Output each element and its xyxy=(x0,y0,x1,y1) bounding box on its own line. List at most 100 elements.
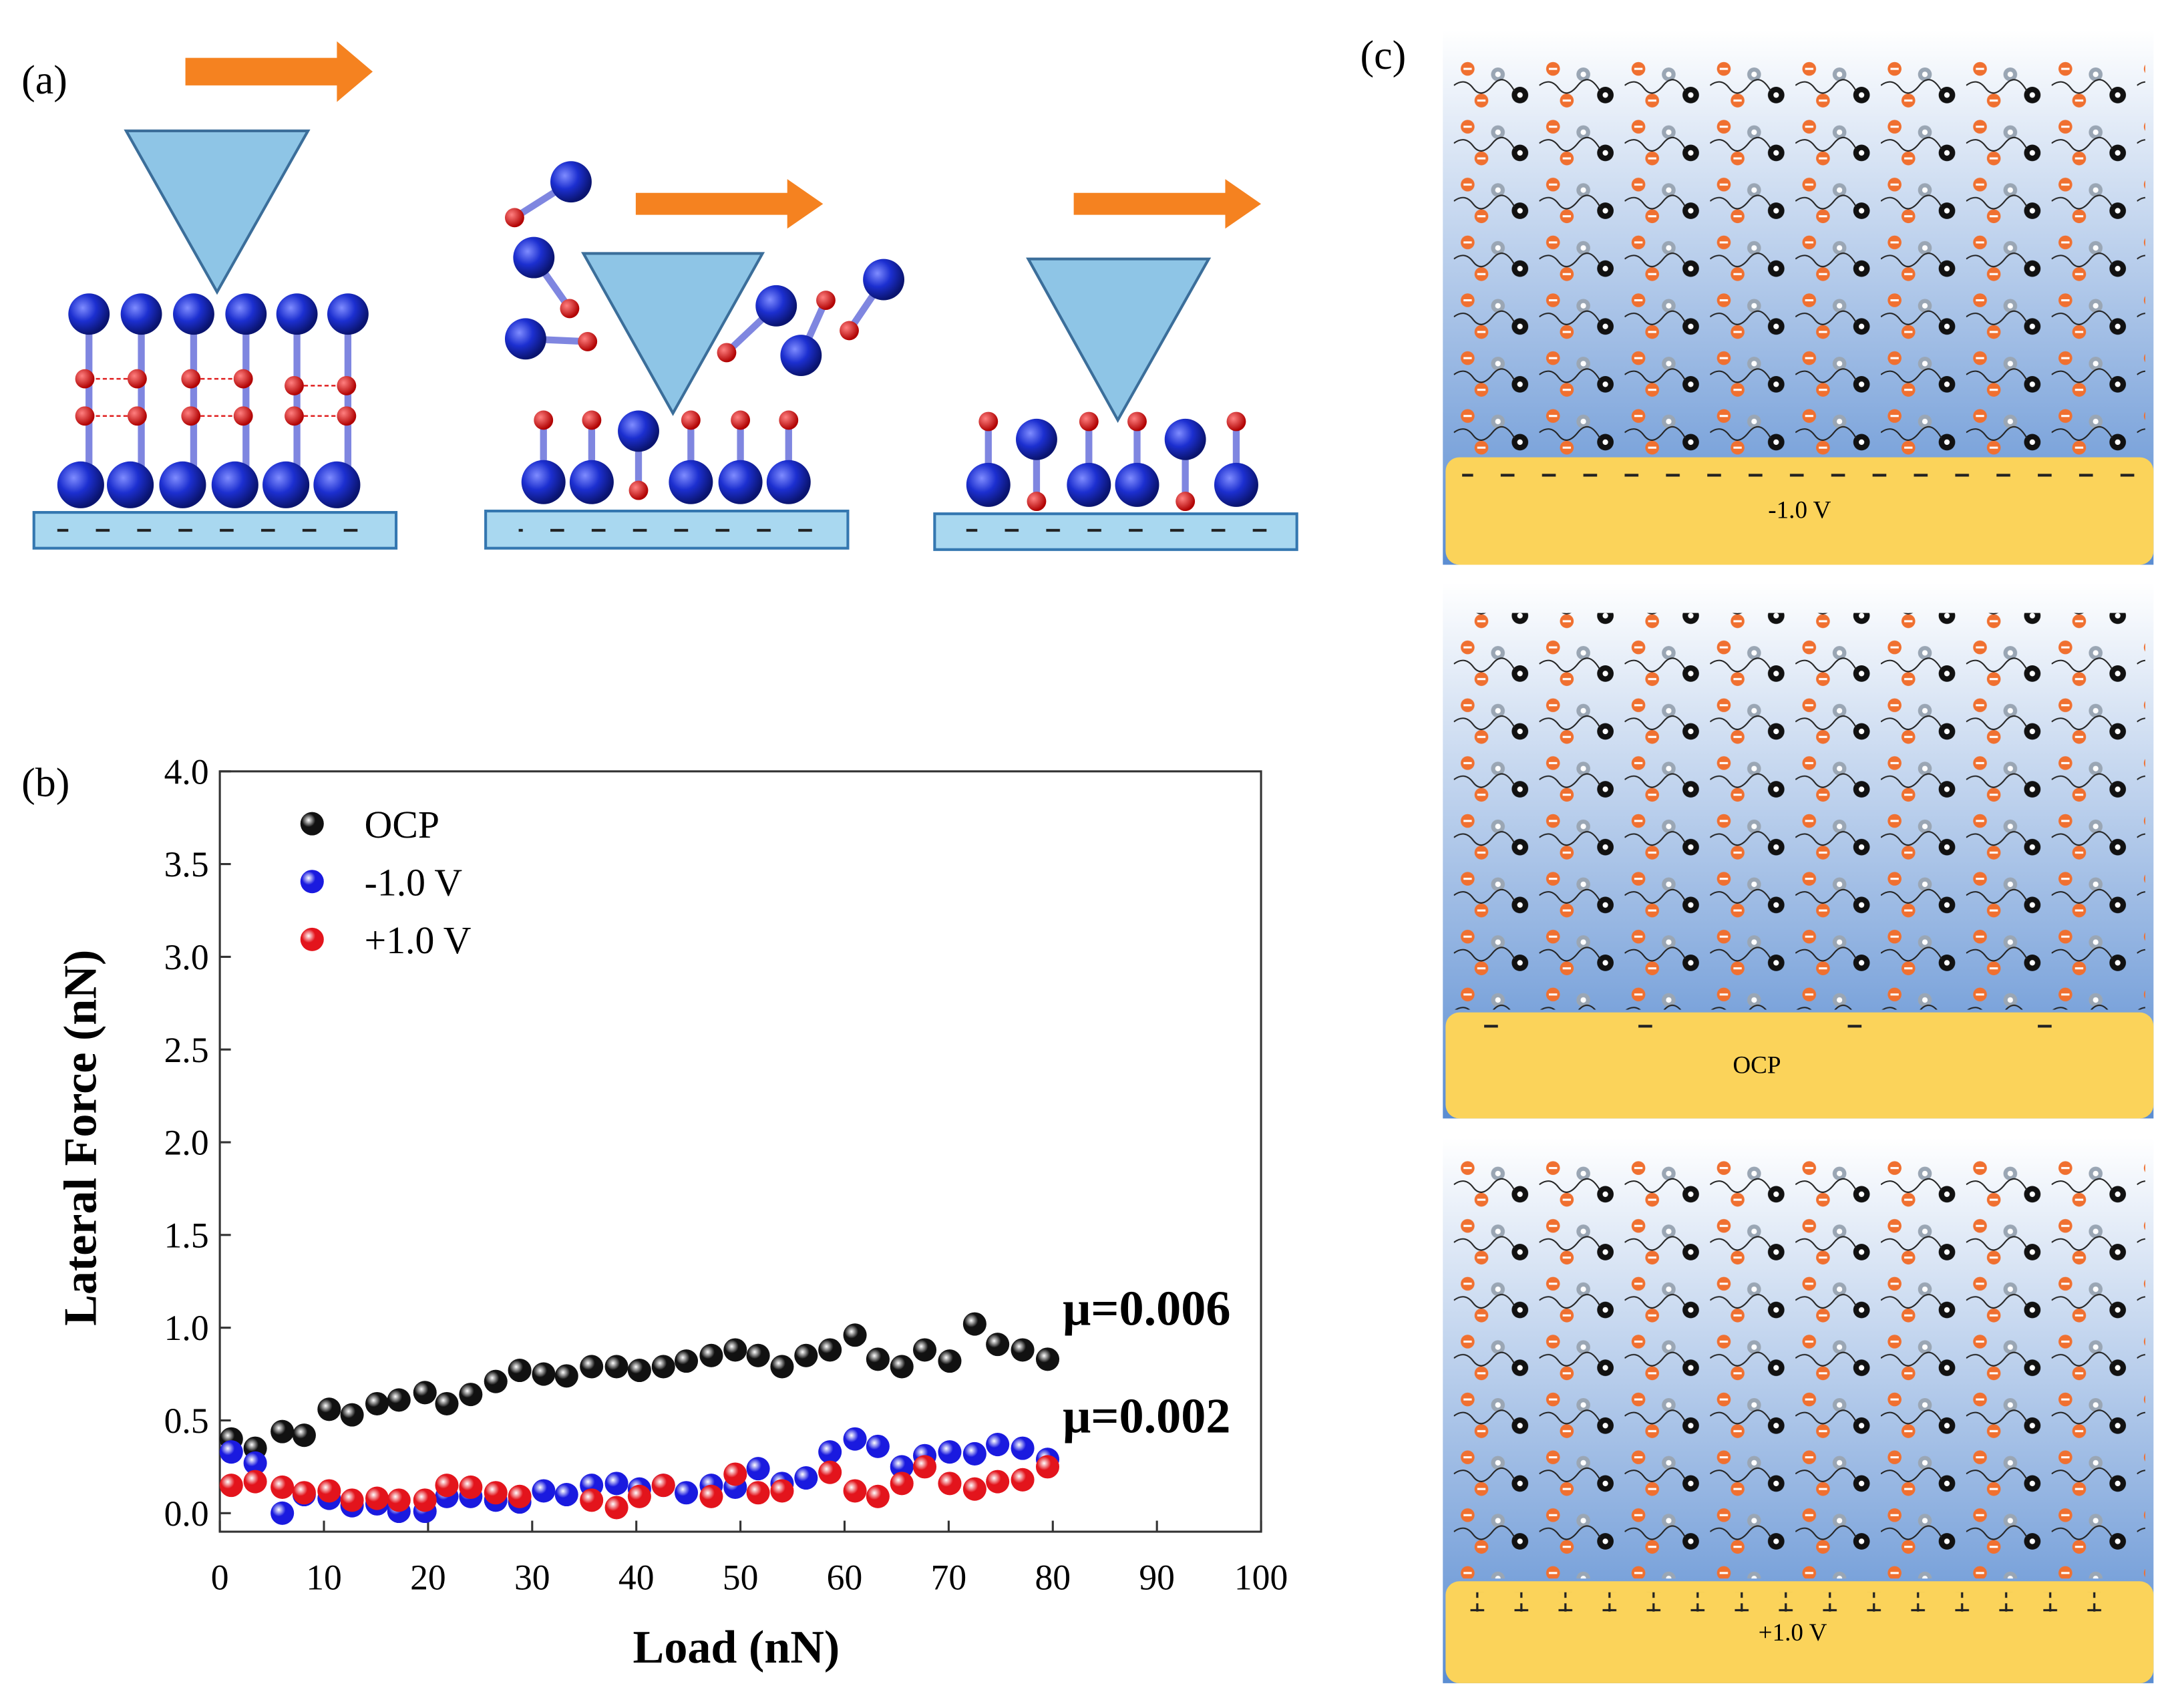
y-tick-label: 0.0 xyxy=(164,1494,209,1534)
data-point xyxy=(699,1343,723,1367)
data-point xyxy=(340,1403,364,1427)
data-point xyxy=(317,1479,341,1503)
x-tick-label: 80 xyxy=(1035,1558,1071,1598)
y-tick-label: 4.0 xyxy=(164,751,209,792)
data-point xyxy=(413,1488,437,1512)
tips xyxy=(124,129,1212,423)
data-point xyxy=(243,1470,267,1494)
data-point xyxy=(699,1484,723,1508)
x-tick-label: 20 xyxy=(410,1558,446,1598)
data-point xyxy=(938,1349,962,1373)
data-point xyxy=(627,1484,651,1508)
data-point xyxy=(913,1455,937,1479)
data-point xyxy=(580,1355,604,1379)
data-point xyxy=(387,1388,411,1412)
x-tick-label: 50 xyxy=(723,1558,759,1598)
data-point xyxy=(986,1433,1010,1457)
charges xyxy=(57,526,375,540)
data-point xyxy=(866,1434,890,1458)
data-point xyxy=(340,1488,364,1512)
data-point xyxy=(986,1333,1010,1357)
data-point xyxy=(746,1343,770,1367)
data-point xyxy=(843,1323,867,1347)
y-tick-label: 2.0 xyxy=(164,1123,209,1163)
data-point xyxy=(365,1486,389,1510)
data-point xyxy=(270,1501,295,1525)
data-point xyxy=(413,1381,437,1405)
data-point xyxy=(651,1355,675,1379)
chart: Load (nN) Lateral Force (nN) 0 10 20 30 40 50… xyxy=(55,751,1288,1673)
data-point xyxy=(604,1496,628,1520)
data-point xyxy=(723,1462,747,1486)
x-tick-label: 60 xyxy=(827,1558,863,1598)
legend-marker xyxy=(300,870,324,894)
x-tick-label: 30 xyxy=(514,1558,550,1598)
data-point xyxy=(890,1472,914,1496)
data-point xyxy=(962,1441,986,1466)
x-tick-label: 90 xyxy=(1139,1558,1175,1598)
arrow xyxy=(635,179,824,229)
data-point xyxy=(986,1470,1010,1494)
data-point xyxy=(675,1349,699,1373)
data-point xyxy=(270,1419,295,1443)
data-point xyxy=(962,1312,986,1336)
data-point xyxy=(843,1427,867,1451)
data-point xyxy=(1011,1436,1035,1460)
charges xyxy=(966,524,1270,539)
data-point xyxy=(484,1481,508,1505)
data-point xyxy=(532,1362,556,1386)
data-point xyxy=(508,1358,532,1383)
data-point xyxy=(365,1391,389,1416)
electrode xyxy=(1445,457,2154,565)
data-point xyxy=(243,1451,267,1475)
data-point xyxy=(890,1355,914,1379)
annotation: μ=0.002 xyxy=(1063,1389,1230,1444)
data-point xyxy=(794,1466,818,1490)
data-point xyxy=(459,1383,483,1407)
ions xyxy=(1451,55,2145,455)
data-point xyxy=(843,1479,867,1503)
legend-marker xyxy=(300,927,324,951)
legend-label: +1.0 V xyxy=(365,920,472,962)
data-point xyxy=(292,1423,316,1447)
electrode xyxy=(1445,1012,2154,1119)
data-point xyxy=(746,1481,770,1505)
panel-label: (b) xyxy=(21,760,69,806)
data-point xyxy=(627,1358,651,1383)
data-point xyxy=(270,1475,295,1499)
electrode-label: OCP xyxy=(1733,1051,1781,1079)
y-tick-label: 1.5 xyxy=(164,1215,209,1255)
data-point xyxy=(1011,1338,1035,1362)
data-point xyxy=(651,1474,675,1498)
data-point xyxy=(962,1477,986,1501)
data-point xyxy=(675,1481,699,1505)
data-point xyxy=(913,1338,937,1362)
cations xyxy=(57,161,1258,508)
data-point xyxy=(435,1391,459,1416)
electrode-label: -1.0 V xyxy=(1768,496,1831,524)
data-point xyxy=(938,1472,962,1496)
data-point xyxy=(818,1440,842,1464)
data-point xyxy=(554,1364,578,1388)
data-point xyxy=(604,1472,628,1496)
y-tick-label: 3.0 xyxy=(164,937,209,977)
charges xyxy=(1462,468,2137,482)
y-tick-label: 3.5 xyxy=(164,844,209,884)
ions xyxy=(1451,1157,2145,1579)
data-point xyxy=(1035,1455,1060,1479)
data-point xyxy=(818,1338,842,1362)
data-point xyxy=(723,1338,747,1362)
data-point xyxy=(435,1474,459,1498)
data-point xyxy=(554,1482,578,1507)
x-tick-label: 100 xyxy=(1234,1558,1288,1598)
data-point xyxy=(866,1347,890,1371)
data-point xyxy=(1011,1468,1035,1492)
data-point xyxy=(292,1481,316,1505)
panel-label: (a) xyxy=(21,57,67,103)
x-tick-label: 0 xyxy=(211,1558,229,1598)
diagram-c: -1.0 V OCP +1.0 V xyxy=(1443,30,2154,1683)
charges xyxy=(518,522,822,536)
data-point xyxy=(508,1484,532,1508)
x-axis-label: Load (nN) xyxy=(633,1622,840,1673)
